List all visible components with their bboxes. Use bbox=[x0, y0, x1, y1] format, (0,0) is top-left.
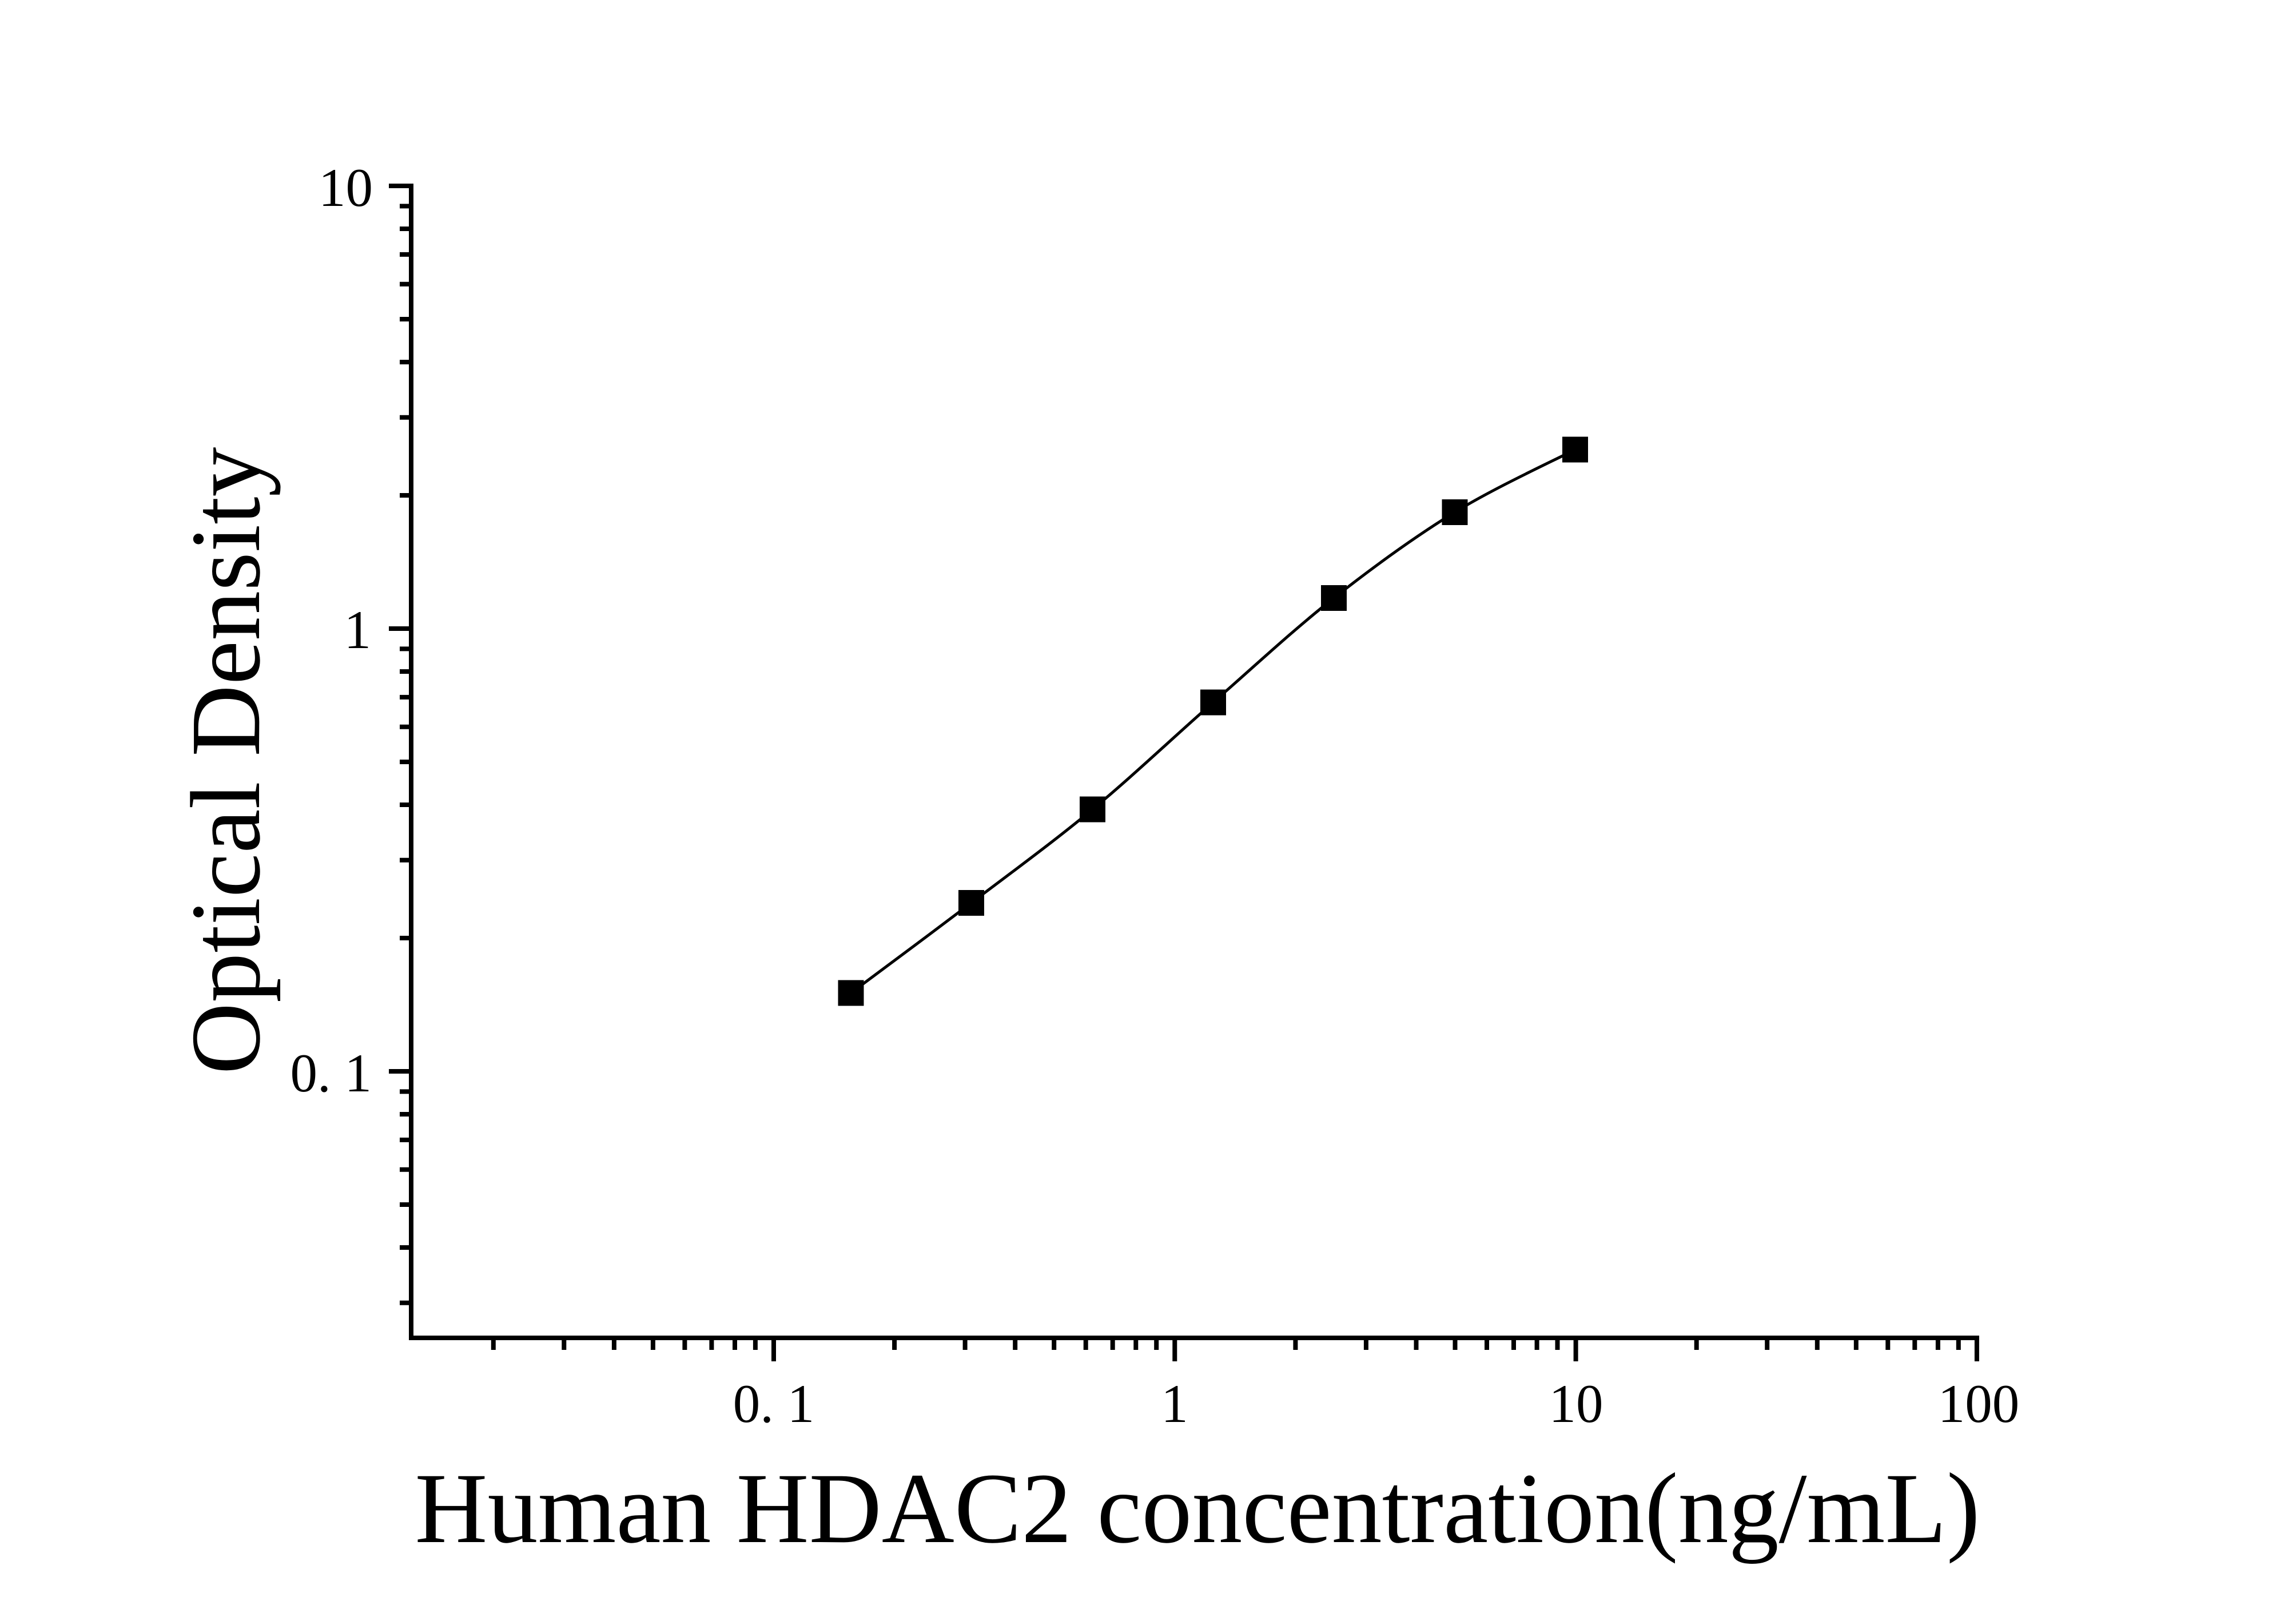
svg-text:0. 1: 0. 1 bbox=[733, 1373, 815, 1434]
svg-text:10: 10 bbox=[319, 157, 373, 218]
svg-text:Human HDAC2 concentration(ng/m: Human HDAC2 concentration(ng/mL) bbox=[415, 1453, 1980, 1564]
svg-text:1: 1 bbox=[1161, 1373, 1188, 1434]
svg-text:100: 100 bbox=[1938, 1373, 2020, 1434]
svg-text:10: 10 bbox=[1549, 1373, 1603, 1434]
svg-text:0. 1: 0. 1 bbox=[291, 1043, 372, 1103]
svg-text:Optical Density: Optical Density bbox=[170, 447, 281, 1075]
svg-text:1: 1 bbox=[344, 599, 372, 660]
